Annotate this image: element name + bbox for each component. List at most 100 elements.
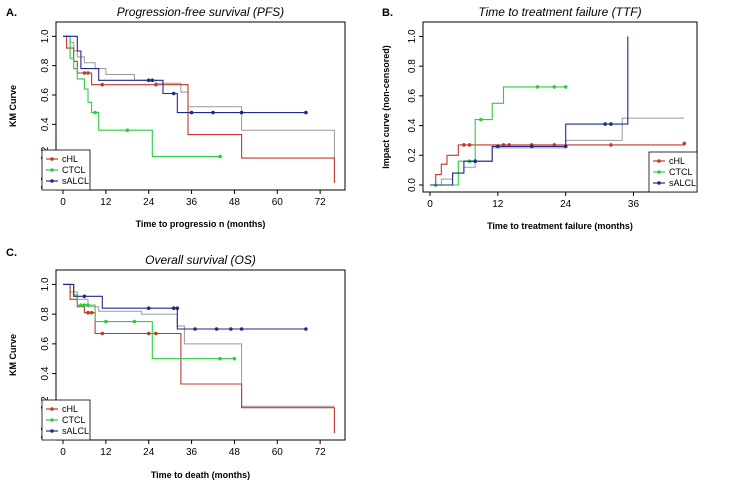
panel-2-ylabel: Impact curve (non-censored)	[381, 45, 391, 169]
panel-2-xtick-label: 24	[560, 199, 572, 210]
panel-1-xtick-label: 48	[229, 197, 241, 208]
panel-3-censor-salcl	[229, 327, 233, 331]
panel-1-series-pooled	[63, 35, 335, 160]
panel-2-series-salcl	[430, 36, 629, 186]
panel-2-censor-ctcl	[552, 85, 557, 89]
panel-1-ylabel: KM Curve	[8, 85, 18, 127]
panel-2-series-pooled	[430, 117, 685, 186]
panel-2-plot-frame	[422, 21, 698, 193]
panel-3-censor-ctcl	[82, 303, 87, 308]
panel-2-censor-chl	[467, 143, 472, 147]
panel-2-xtick-label: 36	[628, 199, 640, 210]
panel-2-legend-marker-salcl	[657, 181, 661, 185]
panel-3-censor-chl	[146, 331, 151, 336]
panel-1-legend-marker-salcl	[50, 179, 54, 183]
panel-2-censor-ctcl	[535, 85, 540, 89]
panel-3-letter: C.	[6, 247, 17, 259]
panel-2-ytick-label: 0.0	[407, 178, 418, 192]
panel-3-ytick-label: 0.4	[40, 366, 51, 380]
panel-3-censor-ctcl	[86, 303, 90, 308]
panel-2-censor-chl	[682, 141, 687, 146]
panel-2-censor-chl	[552, 143, 557, 147]
panel-3-title: Overall survival (OS)	[145, 253, 256, 267]
panel-1-plot-frame	[55, 21, 346, 191]
panel-2-xtick-label: 12	[492, 199, 504, 210]
panel-1-legend-marker-ctcl	[50, 168, 54, 172]
panel-3-plot-frame	[55, 269, 346, 441]
panel-1-ytick-label: 0.8	[40, 58, 51, 72]
panel-1-xtick-label: 12	[100, 197, 112, 208]
panel-1-xtick-label: 72	[315, 197, 327, 208]
panel-3-xtick-label: 48	[229, 447, 241, 458]
panel-1-censor-chl	[82, 71, 87, 75]
panel-1-censor-salcl	[146, 78, 151, 83]
panel-3-xtick-label: 36	[186, 447, 198, 458]
panel-1-censor-ctcl	[93, 110, 97, 115]
panel-2-censor-salcl	[473, 159, 478, 163]
panel-1-censor-salcl	[189, 110, 194, 115]
panel-2-censor-ctcl	[479, 117, 483, 122]
panel-1-censor-salcl	[171, 91, 176, 96]
panel-2-series-chl	[430, 143, 685, 186]
panel-3-legend-marker-ctcl	[50, 418, 54, 422]
panel-1-censor-salcl	[304, 110, 308, 115]
panel-2-censor-salcl	[529, 144, 534, 149]
panel-1-series-ctcl	[63, 35, 221, 158]
panel-2-legend-marker-ctcl	[657, 170, 661, 174]
panel-2-censor-chl	[609, 143, 613, 147]
panel-3-legend-label-ctcl: CTCL	[62, 415, 86, 425]
panel-1-series-chl	[63, 35, 335, 183]
panel-1-censor-salcl	[239, 110, 244, 115]
panel-3-xlabel: Time to death (months)	[151, 470, 250, 480]
panel-2-legend-label-ctcl: CTCL	[669, 167, 693, 177]
panel-2-ytick-label: 1.0	[407, 29, 418, 43]
panel-2-legend-label-salcl: sALCL	[669, 178, 696, 188]
panel-3-censor-ctcl	[79, 303, 83, 308]
panel-1-censor-ctcl	[125, 128, 130, 132]
panel-3-legend-label-chl: cHL	[62, 404, 78, 414]
panel-3-series-ctcl	[63, 283, 235, 360]
panel-1-legend-box	[41, 149, 91, 191]
panel-3-censor-chl	[89, 310, 94, 315]
panel-2-xlabel: Time to treatment failure (months)	[487, 221, 633, 231]
panel-3-legend-label-salcl: sALCL	[62, 426, 89, 436]
panel-2-censor-ctcl	[563, 85, 568, 89]
panel-3-ytick-label: 0.6	[40, 336, 51, 350]
panel-2-censor-salcl	[563, 144, 568, 149]
panel-2-legend-marker-chl	[657, 159, 661, 163]
panel-1-xlabel: Time to progressio n (months)	[136, 219, 266, 229]
panel-1-legend-label-salcl: sALCL	[62, 176, 89, 186]
panel-1-xtick-label: 60	[272, 197, 284, 208]
panel-1-censor-chl	[154, 82, 158, 87]
panel-1-ytick-label: 1.0	[40, 29, 51, 43]
panel-1-censor-chl	[100, 82, 105, 87]
panel-1-xtick-label: 36	[186, 197, 198, 208]
panel-3-series-salcl	[63, 283, 306, 330]
panel-3-legend-marker-salcl	[50, 429, 54, 433]
panel-1-legend-marker-chl	[50, 157, 54, 161]
panel-2-ytick-label: 0.2	[407, 148, 418, 162]
panel-2-letter: B.	[382, 7, 393, 19]
panel-2-title: Time to treatment failure (TTF)	[478, 5, 641, 19]
panel-1-censor-salcl	[211, 110, 215, 115]
panel-3-censor-ctcl	[232, 356, 237, 361]
panel-3-censor-salcl	[239, 327, 244, 331]
panel-3-xtick-label: 72	[315, 447, 327, 458]
panel-3-ylabel: KM Curve	[8, 334, 18, 376]
panel-1-censor-salcl	[150, 78, 155, 83]
panel-1-censor-chl	[86, 71, 90, 75]
panel-2-censor-salcl	[603, 122, 607, 126]
panel-3-censor-salcl	[304, 327, 308, 331]
panel-3-censor-salcl	[146, 306, 151, 311]
panel-3-censor-chl	[100, 331, 105, 336]
panel-3-xtick-label: 60	[272, 447, 284, 458]
panel-3-censor-chl	[154, 331, 158, 336]
panel-1-ytick-label: 0.6	[40, 88, 51, 102]
panel-3-censor-salcl	[171, 306, 176, 311]
panel-2-series-ctcl	[430, 86, 566, 186]
panel-3-censor-ctcl	[132, 319, 137, 324]
panel-1-censor-ctcl	[218, 154, 222, 159]
panel-2-censor-chl	[501, 143, 506, 147]
panel-1-title: Progression-free survival (PFS)	[117, 5, 284, 19]
